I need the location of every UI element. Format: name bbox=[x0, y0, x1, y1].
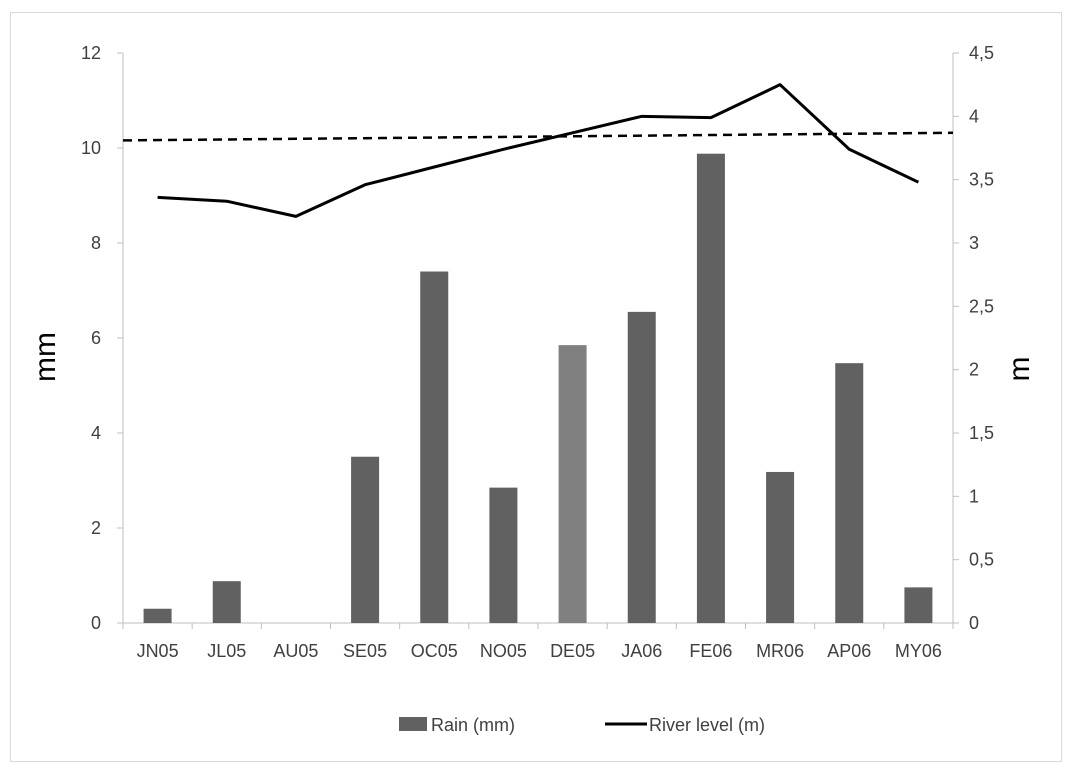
x-tick-label: JL05 bbox=[207, 641, 246, 661]
y2-tick-label: 2,5 bbox=[969, 296, 994, 316]
rain-bar-jl05 bbox=[212, 581, 241, 623]
y2-tick-label: 1,5 bbox=[969, 423, 994, 443]
rain-bars bbox=[143, 153, 933, 623]
y2-tick-label: 2 bbox=[969, 360, 979, 380]
rain-bar-de05 bbox=[558, 345, 587, 623]
rain-bar-ja06 bbox=[627, 311, 656, 623]
y2-tick-label: 0,5 bbox=[969, 550, 994, 570]
x-tick-label: DE05 bbox=[550, 641, 595, 661]
x-tick-label: JN05 bbox=[137, 641, 179, 661]
rain-bar-fe06 bbox=[696, 153, 725, 623]
chart-svg: 0 2 4 6 8 10 12 0 0,5 1 1,5 2 2,5 3 3,5 4 4,5 JN05 JL05 AU0… bbox=[29, 43, 1036, 735]
rain-bar-my06 bbox=[904, 587, 933, 623]
x-tick-label: SE05 bbox=[343, 641, 387, 661]
river-trend-dashed-line bbox=[122, 131, 954, 142]
rain-bar-ap06 bbox=[835, 363, 864, 623]
y2-tick-label: 1 bbox=[969, 486, 979, 506]
rain-bar-se05 bbox=[351, 456, 380, 623]
y-tick-label: 4 bbox=[91, 423, 101, 443]
y-tick-label: 10 bbox=[81, 138, 101, 158]
rain-bar-mr06 bbox=[766, 471, 795, 623]
legend-rain-swatch bbox=[399, 717, 427, 731]
rain-bar-jn05 bbox=[143, 608, 172, 623]
rain-bar-no05 bbox=[489, 487, 518, 623]
y-tick-label: 8 bbox=[91, 233, 101, 253]
y-tick-label: 12 bbox=[81, 43, 101, 63]
y2-tick-label: 4,5 bbox=[969, 43, 994, 63]
y2-tick-label: 4 bbox=[969, 106, 979, 126]
axes bbox=[117, 52, 959, 629]
x-tick-label: NO05 bbox=[480, 641, 527, 661]
river-lines bbox=[122, 83, 954, 218]
y2-axis-title: m bbox=[1003, 357, 1036, 382]
rain-bar-oc05 bbox=[420, 271, 449, 623]
legend: Rain (mm) River level (m) bbox=[399, 715, 765, 735]
y-tick-label: 2 bbox=[91, 518, 101, 538]
y2-tick-label: 3,5 bbox=[969, 170, 994, 190]
river-level-line bbox=[157, 83, 920, 218]
x-tick-label: OC05 bbox=[411, 641, 458, 661]
y-axis-title: mm bbox=[29, 332, 62, 382]
y-tick-label: 6 bbox=[91, 328, 101, 348]
legend-river-label: River level (m) bbox=[649, 715, 765, 735]
x-tick-label: AU05 bbox=[273, 641, 318, 661]
y-tick-label: 0 bbox=[91, 613, 101, 633]
x-tick-label: FE06 bbox=[689, 641, 732, 661]
legend-rain-label: Rain (mm) bbox=[431, 715, 515, 735]
y2-tick-label: 0 bbox=[969, 613, 979, 633]
x-tick-label: MR06 bbox=[756, 641, 804, 661]
x-tick-label: MY06 bbox=[895, 641, 942, 661]
x-tick-label: AP06 bbox=[827, 641, 871, 661]
x-tick-label: JA06 bbox=[621, 641, 662, 661]
chart-area: 0 2 4 6 8 10 12 0 0,5 1 1,5 2 2,5 3 3,5 4 4,5 JN05 JL05 AU0… bbox=[10, 12, 1062, 762]
axis-labels: 0 2 4 6 8 10 12 0 0,5 1 1,5 2 2,5 3 3,5 4 4,5 JN05 JL05 AU0… bbox=[81, 43, 994, 661]
y2-tick-label: 3 bbox=[969, 233, 979, 253]
